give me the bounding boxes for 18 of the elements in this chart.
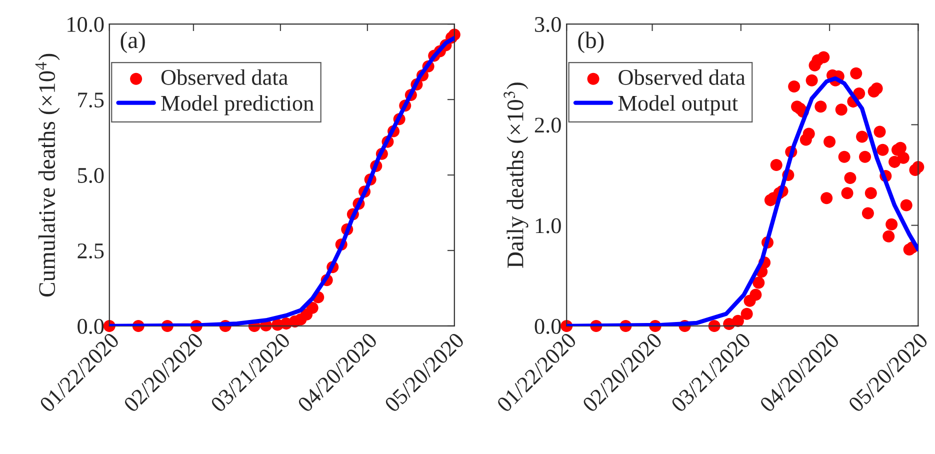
y-tick-label: 0.0 <box>78 318 104 334</box>
legend-label: Model output <box>618 95 738 116</box>
y-tick-label: 2.5 <box>78 243 104 259</box>
y-tick-label: 1.0 <box>536 218 561 234</box>
y-axis-title: Daily deaths (×10$^{3}$) <box>504 82 528 268</box>
point <box>306 302 318 314</box>
y-tick-label: 3.0 <box>535 16 561 32</box>
annotation: (b) <box>578 32 604 54</box>
y-tick-label: 10.0 <box>68 16 104 32</box>
y-tick-label: 5.0 <box>78 168 104 184</box>
y-tick-label: 2.0 <box>534 118 561 133</box>
legend-label: Model prediction <box>161 95 314 116</box>
annotation: (a) <box>120 32 145 54</box>
y-tick-label: 7.5 <box>78 92 104 108</box>
y-axis-title: Cumulative deaths (×10$^{4}$) <box>35 54 60 296</box>
legend-label: Observed data <box>618 69 746 85</box>
y-tick-label: 0.0 <box>534 318 561 334</box>
legend-label: Observed data <box>161 69 288 85</box>
